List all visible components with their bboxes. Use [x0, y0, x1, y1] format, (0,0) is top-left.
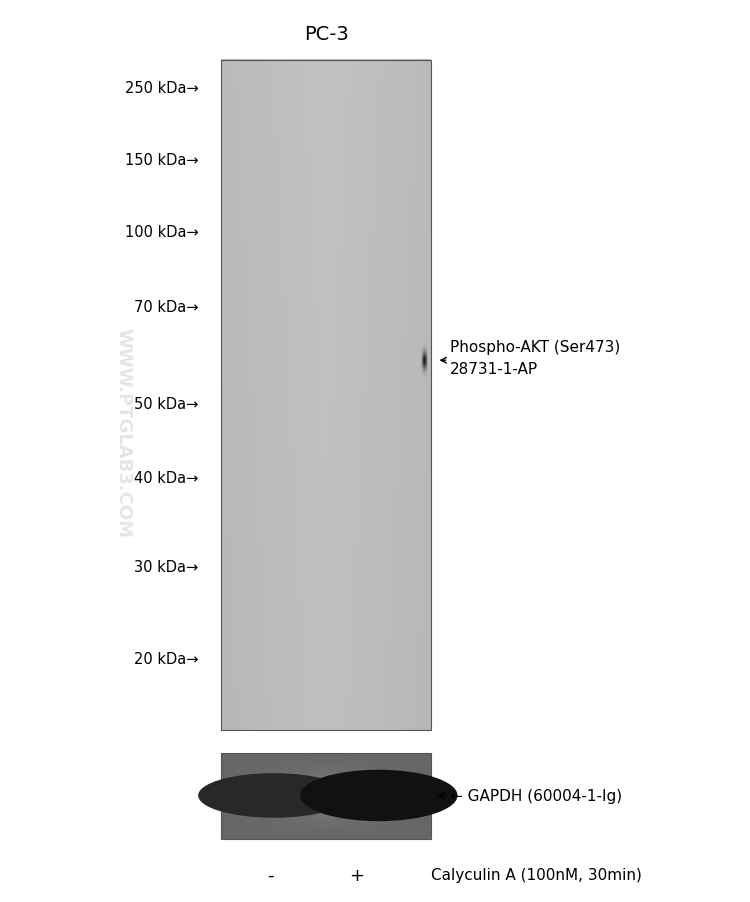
Text: Phospho-AKT (Ser473): Phospho-AKT (Ser473) — [450, 339, 620, 354]
Text: 70 kDa→: 70 kDa→ — [134, 299, 199, 314]
Text: ← GAPDH (60004-1-Ig): ← GAPDH (60004-1-Ig) — [450, 788, 622, 803]
Text: 150 kDa→: 150 kDa→ — [125, 153, 199, 168]
Bar — [221, 61, 431, 731]
Text: 100 kDa→: 100 kDa→ — [125, 226, 199, 240]
Text: WWW.PTGLAB3.COM: WWW.PTGLAB3.COM — [115, 328, 133, 538]
Text: 28731-1-AP: 28731-1-AP — [450, 362, 538, 377]
Ellipse shape — [300, 769, 458, 822]
Text: 40 kDa→: 40 kDa→ — [134, 471, 199, 485]
Bar — [221, 753, 431, 839]
Text: 250 kDa→: 250 kDa→ — [125, 81, 199, 96]
Text: +: + — [349, 866, 364, 884]
Text: 20 kDa→: 20 kDa→ — [134, 651, 199, 666]
Text: 30 kDa→: 30 kDa→ — [134, 559, 199, 574]
Ellipse shape — [198, 773, 350, 818]
Text: 50 kDa→: 50 kDa→ — [134, 397, 199, 411]
Text: Calyculin A (100nM, 30min): Calyculin A (100nM, 30min) — [431, 868, 642, 882]
Text: PC-3: PC-3 — [304, 24, 349, 44]
Text: -: - — [267, 866, 273, 884]
